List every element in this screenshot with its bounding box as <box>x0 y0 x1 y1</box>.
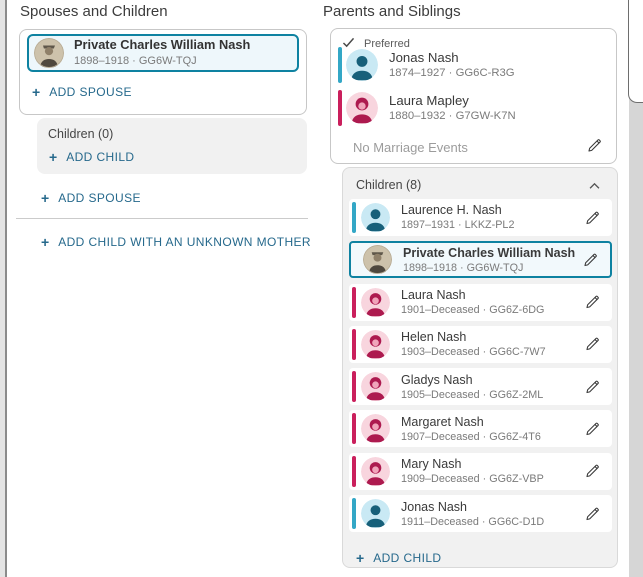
edit-pencil-icon[interactable] <box>584 378 601 395</box>
preferred-label: Preferred <box>364 38 410 50</box>
person-name: Laura Mapley <box>389 92 469 108</box>
person-name: Margaret Nash <box>401 414 484 429</box>
children-count-header: Children (8) <box>356 178 422 192</box>
spouses-children-title: Spouses and Children <box>20 3 168 20</box>
left-scrollbar-thumb[interactable] <box>5 0 7 577</box>
person-avatar <box>361 329 390 359</box>
edit-pencil-icon[interactable] <box>584 463 601 480</box>
person-lifespan-id: 1903–Deceased · GG6C-7W7 <box>401 346 546 359</box>
chevron-up-icon[interactable] <box>588 178 601 193</box>
edit-pencil-icon[interactable] <box>584 420 601 437</box>
person-avatar <box>361 203 390 232</box>
child-row[interactable]: Mary Nash 1909–Deceased · GG6Z-VBP <box>349 452 612 490</box>
edit-pencil-icon[interactable] <box>584 294 601 311</box>
section-divider <box>16 218 308 219</box>
person-name: Laura Nash <box>401 288 466 303</box>
add-child-label: ADD CHILD <box>66 150 135 164</box>
person-lifespan-id: 1874–1927 · GG6C-R3G <box>389 67 515 80</box>
add-child-button[interactable]: + ADD CHILD <box>49 149 134 165</box>
child-row[interactable]: Gladys Nash 1905–Deceased · GG6Z-2ML <box>349 368 612 406</box>
children-count-header: Children (0) <box>48 127 114 141</box>
no-marriage-events-label: No Marriage Events <box>353 140 468 155</box>
page-background-strip <box>629 0 643 577</box>
spouse-children-section: Children (0) + ADD CHILD <box>37 118 307 174</box>
person-lifespan-id: 1907–Deceased · GG6Z-4T6 <box>401 430 541 443</box>
sex-accent-bar <box>352 455 356 487</box>
left-scrollbar-track <box>0 0 5 577</box>
person-lifespan-id: 1909–Deceased · GG6Z-VBP <box>401 473 544 486</box>
plus-icon: + <box>49 149 58 165</box>
add-spouse-label: ADD SPOUSE <box>49 85 132 99</box>
person-name: Jonas Nash <box>401 499 468 514</box>
parent-row[interactable]: Laura Mapley 1880–1932 · G7GW-K7N <box>338 88 608 128</box>
person-name: Gladys Nash <box>401 372 473 387</box>
edit-pencil-icon[interactable] <box>584 505 601 522</box>
person-name: Private Charles William Nash <box>74 37 251 53</box>
parents-siblings-title: Parents and Siblings <box>323 3 461 20</box>
person-photo-avatar <box>34 38 64 68</box>
person-lifespan-id: 1901–Deceased · GG6Z-6DG <box>401 304 545 317</box>
parent-row[interactable]: Jonas Nash 1874–1927 · GG6C-R3G <box>338 45 608 85</box>
add-spouse-button-secondary[interactable]: + ADD SPOUSE <box>41 190 141 206</box>
person-avatar <box>361 287 390 317</box>
sex-accent-bar <box>352 328 356 360</box>
person-name: Laurence H. Nash <box>401 203 502 218</box>
edit-pencil-icon[interactable] <box>584 336 601 353</box>
sex-accent-bar <box>352 498 356 530</box>
edit-pencil-icon[interactable] <box>584 209 601 226</box>
sex-accent-bar <box>352 286 356 318</box>
edit-marriage-pencil-icon[interactable] <box>586 137 603 154</box>
add-spouse-button[interactable]: + ADD SPOUSE <box>32 84 132 100</box>
add-child-button[interactable]: + ADD CHILD <box>356 550 441 566</box>
person-lifespan-id: 1898–1918 · GG6W-TQJ <box>403 261 524 274</box>
child-row[interactable]: Jonas Nash 1911–Deceased · GG6C-D1D <box>349 495 612 533</box>
add-child-unknown-mother-button[interactable]: + ADD CHILD WITH AN UNKNOWN MOTHER <box>41 234 311 250</box>
person-avatar <box>361 372 390 402</box>
parents-card: Preferred Jonas Nash 1874–1927 · GG6C-R3… <box>330 28 617 164</box>
preferred-badge: Preferred <box>342 35 410 53</box>
person-avatar <box>361 414 390 444</box>
sex-accent-bar <box>338 47 342 83</box>
person-lifespan-id: 1905–Deceased · GG6Z-2ML <box>401 388 544 401</box>
add-child-unknown-mother-label: ADD CHILD WITH AN UNKNOWN MOTHER <box>58 235 311 249</box>
person-name: Helen Nash <box>401 330 467 345</box>
person-lifespan-id: 1911–Deceased · GG6C-D1D <box>401 515 545 528</box>
selected-person-card[interactable]: Private Charles William Nash 1898–1918 ·… <box>27 34 299 72</box>
sex-accent-bar <box>352 202 356 233</box>
person-avatar <box>361 456 390 486</box>
person-avatar <box>363 245 392 275</box>
plus-icon: + <box>41 234 50 250</box>
child-row[interactable]: Laura Nash 1901–Deceased · GG6Z-6DG <box>349 283 612 321</box>
child-row[interactable]: Private Charles William Nash 1898–1918 ·… <box>349 241 612 279</box>
person-lifespan-id: 1897–1931 · LKKZ-PL2 <box>401 219 515 232</box>
check-icon <box>342 35 355 53</box>
plus-icon: + <box>32 84 41 100</box>
person-lifespan-id: 1880–1932 · G7GW-K7N <box>389 110 516 123</box>
sex-accent-bar <box>338 90 342 126</box>
spouse-family-card: Private Charles William Nash 1898–1918 ·… <box>19 29 307 115</box>
person-avatar <box>361 499 390 529</box>
child-row[interactable]: Helen Nash 1903–Deceased · GG6C-7W7 <box>349 325 612 363</box>
siblings-children-section: Children (8) Laurence H. Nash 1897–1931 … <box>342 167 618 568</box>
person-avatar <box>346 92 378 124</box>
add-spouse-label: ADD SPOUSE <box>58 191 141 205</box>
person-name: Jonas Nash <box>389 49 459 65</box>
add-child-label: ADD CHILD <box>373 551 442 565</box>
plus-icon: + <box>41 190 50 206</box>
person-name: Mary Nash <box>401 457 462 472</box>
sex-accent-bar <box>352 371 356 403</box>
edit-pencil-icon[interactable] <box>582 251 599 268</box>
plus-icon: + <box>356 550 365 566</box>
child-row[interactable]: Margaret Nash 1907–Deceased · GG6Z-4T6 <box>349 410 612 448</box>
child-row[interactable]: Laurence H. Nash 1897–1931 · LKKZ-PL2 <box>349 199 612 236</box>
sex-accent-bar <box>352 413 356 445</box>
right-floating-panel-edge <box>628 0 643 103</box>
person-lifespan-id: 1898–1918 · GG6W-TQJ <box>74 55 197 68</box>
person-avatar <box>346 49 378 81</box>
person-name: Private Charles William Nash <box>403 245 576 260</box>
